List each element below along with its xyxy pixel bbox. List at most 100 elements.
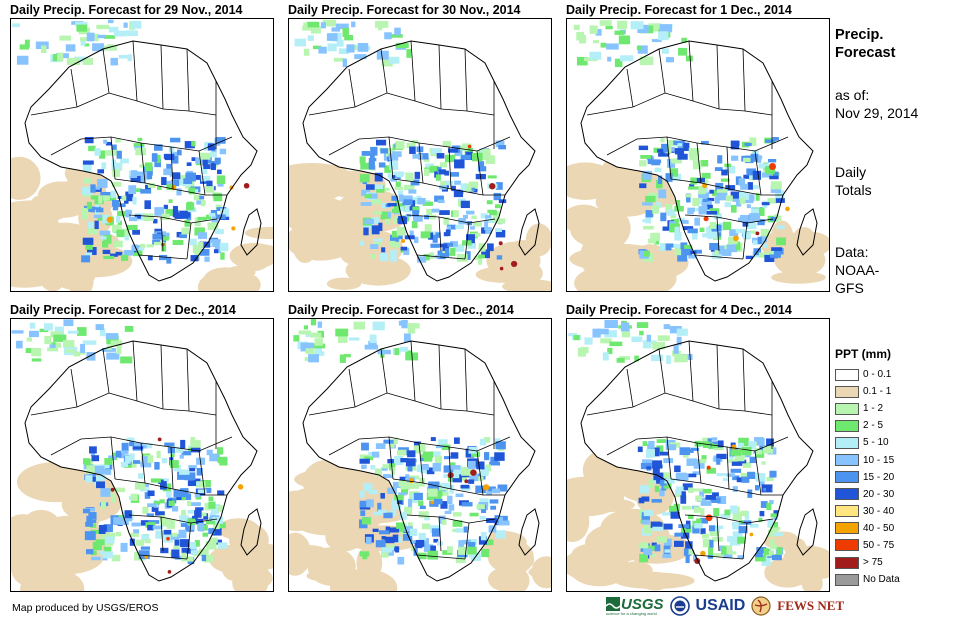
rain-cell — [436, 541, 444, 546]
data-line1: Data: — [835, 244, 869, 260]
rain-cell — [120, 461, 128, 468]
rain-cell — [206, 449, 213, 456]
country-border — [464, 222, 470, 260]
rain-cell — [381, 549, 389, 558]
rain-cell — [184, 472, 196, 481]
rain-cell — [670, 158, 682, 163]
rain-cell — [688, 514, 694, 520]
rain-cell — [107, 19, 114, 24]
dry-patch — [289, 162, 354, 194]
rain-cell — [651, 354, 664, 362]
heavy-rain-spot — [785, 206, 790, 212]
rain-cell — [310, 26, 321, 34]
rain-cell — [712, 441, 718, 447]
rain-cell — [433, 538, 439, 543]
rain-cell — [452, 528, 457, 533]
heavy-rain-spot — [464, 479, 469, 484]
rain-cell — [387, 203, 397, 207]
rain-cell — [732, 475, 740, 481]
rain-cell — [709, 189, 714, 194]
usaid-seal-icon — [669, 596, 690, 616]
rain-cell — [691, 488, 703, 492]
rain-cell — [434, 169, 439, 178]
rain-cell — [418, 511, 429, 518]
rain-cell — [770, 513, 777, 518]
dry-patch — [11, 217, 51, 261]
rain-cell — [94, 148, 101, 156]
rain-cell — [681, 525, 692, 533]
rain-cell — [134, 214, 141, 219]
legend-label: 5 - 10 — [863, 437, 889, 449]
rain-cell — [494, 452, 505, 461]
rain-cell — [168, 146, 175, 153]
rain-cell — [166, 163, 172, 170]
rain-cell — [463, 215, 468, 219]
rain-cell — [163, 153, 174, 159]
rain-cell — [495, 441, 506, 450]
rain-cell — [746, 168, 757, 176]
rain-cell — [706, 226, 711, 235]
legend-label: 50 - 75 — [863, 539, 895, 551]
rain-cell — [190, 437, 196, 441]
rain-cell — [724, 509, 731, 516]
rain-cell — [465, 234, 475, 244]
rain-cell — [131, 522, 141, 527]
country-border — [716, 216, 720, 252]
totals-block: Daily Totals — [835, 163, 872, 199]
rain-cell — [415, 539, 425, 547]
rain-cell — [84, 531, 96, 541]
rain-cell — [443, 465, 454, 473]
precip-map — [288, 318, 552, 592]
rain-cell — [81, 186, 93, 195]
rain-cell — [108, 455, 116, 461]
logo-strip: USGS science for a changing world USAID … — [606, 596, 844, 616]
rain-cell — [160, 481, 167, 490]
rain-cell — [118, 452, 126, 459]
rain-cell — [86, 201, 93, 209]
heavy-rain-spot — [237, 484, 244, 490]
rain-cell — [467, 542, 476, 548]
rain-cell — [194, 510, 202, 518]
rain-cell — [409, 528, 418, 537]
rain-cell — [360, 510, 366, 517]
rain-cell — [99, 230, 111, 236]
rain-cell — [183, 556, 194, 562]
rain-cell — [303, 22, 308, 31]
fewsnet-globe-icon — [751, 596, 771, 616]
rain-cell — [754, 448, 763, 455]
rain-cell — [657, 149, 664, 153]
rain-cell — [424, 224, 432, 233]
rain-cell — [163, 204, 168, 209]
rain-cell — [181, 552, 187, 562]
rain-cell — [401, 319, 408, 329]
rain-cell — [424, 168, 430, 176]
rain-cell — [664, 478, 675, 484]
side-title-line2: Forecast — [835, 45, 896, 61]
rain-cell — [371, 225, 380, 235]
rain-cell — [674, 540, 684, 547]
rain-cell — [646, 334, 651, 342]
forecast-panel-3: Daily Precip. Forecast for 1 Dec., 2014 — [566, 3, 846, 293]
rain-cell — [485, 539, 494, 546]
rain-cell — [771, 554, 782, 561]
rain-cell — [111, 494, 116, 503]
rain-cell — [196, 200, 206, 205]
rain-cell — [713, 525, 724, 530]
country-border — [132, 40, 138, 102]
rain-cell — [708, 525, 716, 532]
rain-cell — [124, 200, 129, 204]
rain-cell — [599, 20, 612, 26]
africa-map-graphic — [11, 319, 273, 591]
rain-cell — [658, 189, 667, 199]
rain-cell — [398, 480, 406, 487]
rain-cell — [95, 207, 104, 213]
rain-cell — [174, 555, 185, 560]
rain-cell — [769, 175, 779, 180]
legend-item: 0.1 - 1 — [835, 383, 900, 400]
rain-cell — [303, 325, 308, 330]
rain-cell — [157, 186, 162, 190]
rain-cell — [364, 194, 372, 199]
dry-patch — [217, 518, 259, 540]
rain-cell — [674, 354, 688, 363]
rain-cell — [759, 480, 765, 486]
